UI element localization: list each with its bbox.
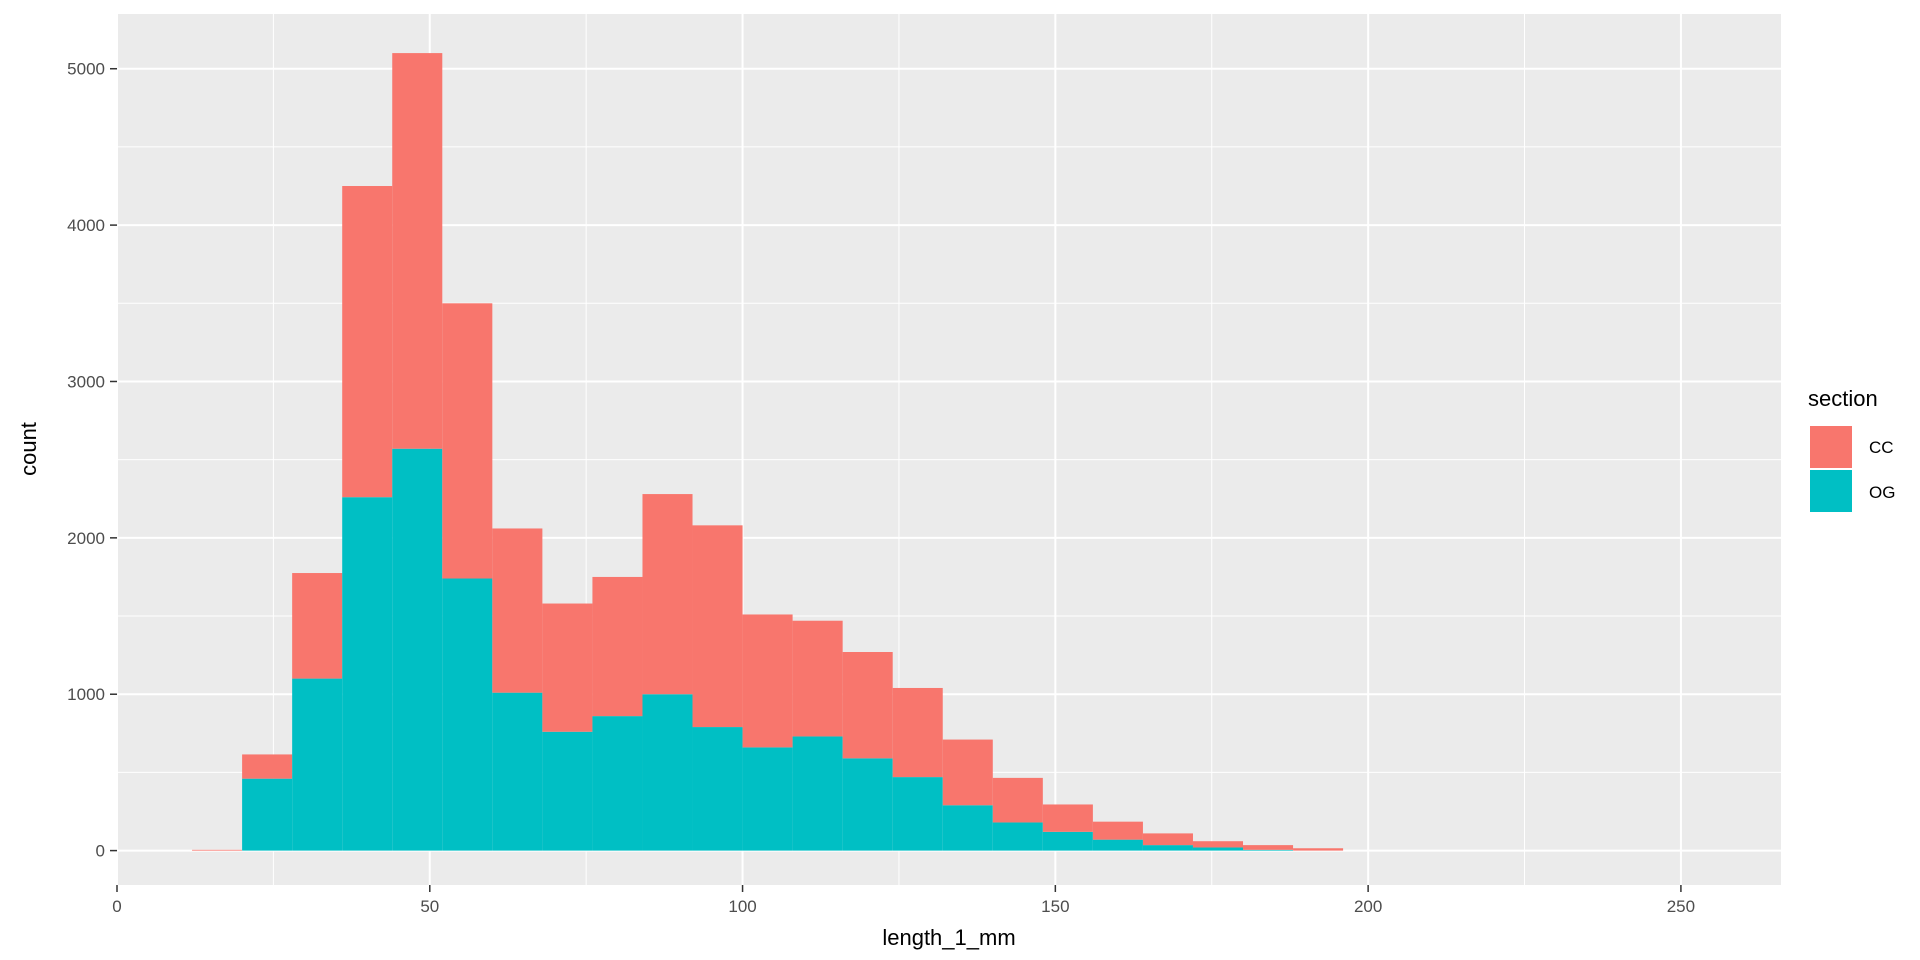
y-tick-label: 2000 xyxy=(67,529,105,548)
bar-cc xyxy=(842,652,893,759)
x-tick-label: 100 xyxy=(728,897,756,916)
bar-og xyxy=(1243,849,1294,851)
bar-og xyxy=(292,678,343,851)
bars-layer xyxy=(192,53,1344,851)
bar-cc xyxy=(942,739,993,806)
bar-og xyxy=(942,805,993,851)
x-tick-label: 250 xyxy=(1667,897,1695,916)
x-tick-label: 0 xyxy=(112,897,121,916)
bar-og xyxy=(342,497,393,851)
bar-og xyxy=(892,777,943,851)
bar-cc xyxy=(492,528,543,693)
bar-og xyxy=(442,578,493,851)
bar-og xyxy=(542,731,593,851)
y-axis-title: count xyxy=(16,422,41,476)
bar-og xyxy=(1042,831,1093,851)
bar-cc xyxy=(792,620,843,737)
bar-og xyxy=(992,822,1043,851)
bar-og xyxy=(492,692,543,851)
legend-title: section xyxy=(1808,386,1878,411)
bar-cc xyxy=(692,525,743,728)
x-axis: 0 50 100 150 200 250 xyxy=(112,885,1695,916)
bar-og xyxy=(1142,845,1193,851)
bar-cc xyxy=(642,494,693,695)
bar-og xyxy=(692,727,743,851)
bar-og xyxy=(1092,839,1143,851)
bar-cc xyxy=(1192,841,1244,848)
bar-cc xyxy=(1142,833,1193,846)
bar-cc xyxy=(592,576,643,717)
x-tick-label: 150 xyxy=(1041,897,1069,916)
x-tick-label: 50 xyxy=(420,897,439,916)
bar-og xyxy=(592,716,643,851)
y-tick-label: 0 xyxy=(96,842,105,861)
y-tick-label: 5000 xyxy=(67,60,105,79)
x-axis-title: length_1_mm xyxy=(882,925,1015,950)
bar-cc xyxy=(442,303,493,579)
y-axis: 0 1000 2000 3000 4000 5000 xyxy=(67,60,117,861)
bar-cc xyxy=(892,687,943,778)
bar-cc xyxy=(242,754,293,779)
legend-label-cc: CC xyxy=(1869,438,1894,457)
bar-cc xyxy=(992,777,1043,823)
bar-cc xyxy=(542,603,593,732)
bar-cc xyxy=(1293,848,1344,851)
bar-cc xyxy=(392,53,443,449)
bar-cc xyxy=(1092,821,1143,840)
bar-og xyxy=(1192,847,1244,851)
bar-cc xyxy=(342,186,393,498)
bar-cc xyxy=(192,849,243,851)
legend-label-og: OG xyxy=(1869,483,1895,502)
bar-cc xyxy=(292,573,343,679)
bar-cc xyxy=(1243,845,1294,850)
bar-og xyxy=(392,448,443,851)
legend: section CC OG xyxy=(1808,386,1895,512)
legend-key-og xyxy=(1810,470,1852,512)
bar-og xyxy=(242,778,293,851)
y-tick-label: 3000 xyxy=(67,372,105,391)
bar-og xyxy=(842,758,893,851)
bar-og xyxy=(792,736,843,851)
bar-og xyxy=(742,747,793,851)
legend-key-cc xyxy=(1810,426,1852,468)
y-tick-label: 1000 xyxy=(67,685,105,704)
y-tick-label: 4000 xyxy=(67,216,105,235)
bar-cc xyxy=(1042,804,1093,832)
bar-cc xyxy=(742,614,793,748)
x-tick-label: 200 xyxy=(1354,897,1382,916)
bar-og xyxy=(642,694,693,851)
